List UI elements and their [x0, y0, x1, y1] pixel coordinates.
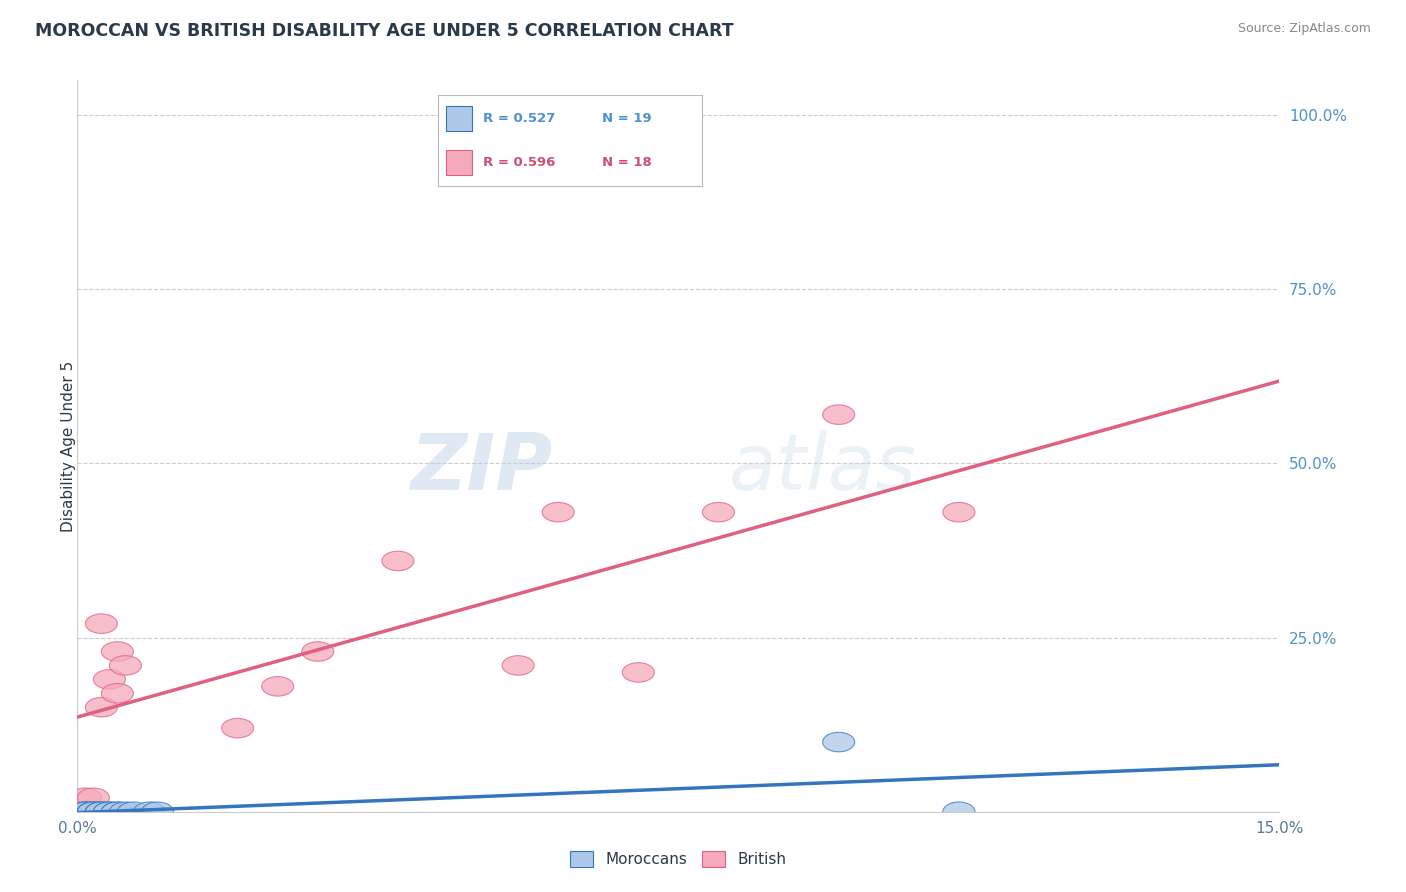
Ellipse shape [823, 732, 855, 752]
Ellipse shape [93, 802, 125, 822]
Text: Source: ZipAtlas.com: Source: ZipAtlas.com [1237, 22, 1371, 36]
Text: ZIP: ZIP [411, 430, 553, 506]
Ellipse shape [101, 641, 134, 661]
Ellipse shape [86, 802, 118, 822]
Ellipse shape [69, 802, 101, 822]
Ellipse shape [86, 802, 118, 822]
Ellipse shape [703, 502, 734, 522]
Ellipse shape [69, 802, 101, 822]
Ellipse shape [86, 698, 118, 717]
Ellipse shape [93, 670, 125, 690]
Ellipse shape [77, 788, 110, 807]
Ellipse shape [943, 802, 974, 822]
Ellipse shape [118, 802, 149, 822]
Ellipse shape [86, 614, 118, 633]
Y-axis label: Disability Age Under 5: Disability Age Under 5 [62, 360, 76, 532]
Ellipse shape [101, 802, 134, 822]
Ellipse shape [110, 802, 142, 822]
Ellipse shape [502, 656, 534, 675]
Ellipse shape [77, 802, 110, 822]
Ellipse shape [101, 802, 134, 822]
Ellipse shape [69, 788, 101, 807]
Ellipse shape [77, 802, 110, 822]
Ellipse shape [543, 502, 574, 522]
Ellipse shape [69, 802, 101, 822]
Text: atlas: atlas [728, 430, 917, 506]
Ellipse shape [222, 718, 253, 738]
Ellipse shape [262, 676, 294, 696]
Text: MOROCCAN VS BRITISH DISABILITY AGE UNDER 5 CORRELATION CHART: MOROCCAN VS BRITISH DISABILITY AGE UNDER… [35, 22, 734, 40]
Ellipse shape [943, 502, 974, 522]
Ellipse shape [302, 641, 333, 661]
Ellipse shape [134, 802, 166, 822]
Ellipse shape [86, 802, 118, 822]
Ellipse shape [101, 683, 134, 703]
Legend: Moroccans, British: Moroccans, British [564, 846, 793, 873]
Ellipse shape [142, 802, 173, 822]
Ellipse shape [623, 663, 654, 682]
Ellipse shape [382, 551, 413, 571]
Ellipse shape [823, 405, 855, 425]
Ellipse shape [110, 656, 142, 675]
Ellipse shape [77, 802, 110, 822]
Ellipse shape [93, 802, 125, 822]
